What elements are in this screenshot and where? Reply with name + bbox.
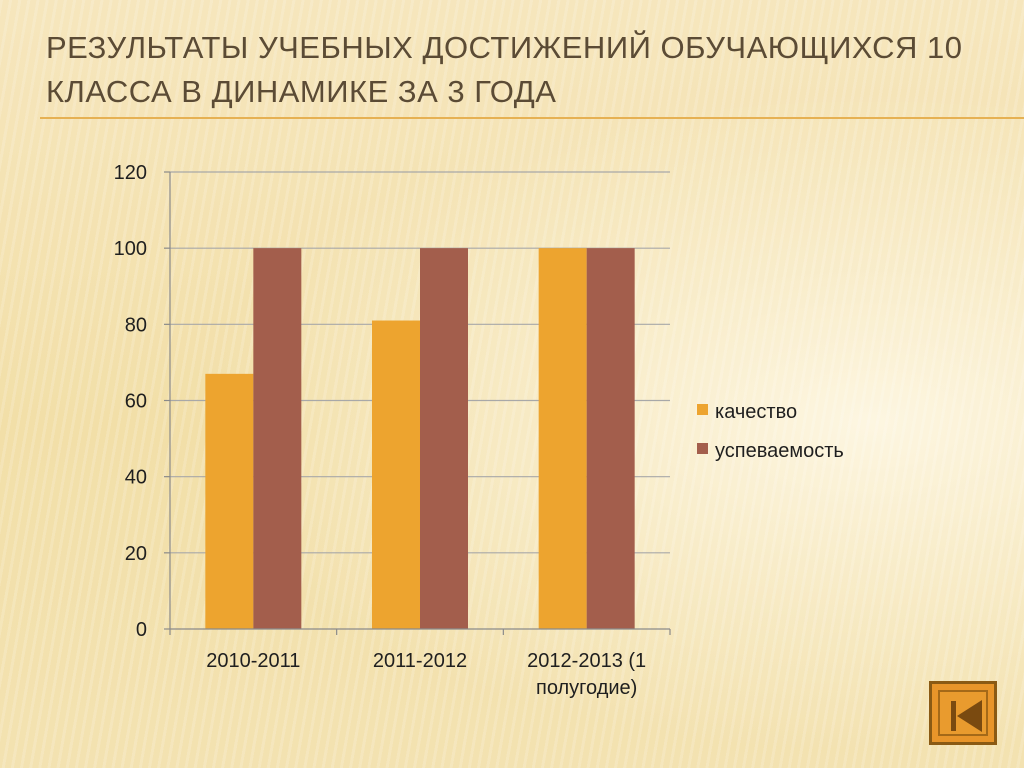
y-tick-label: 20 xyxy=(125,543,147,565)
slide-title: Результаты учебных достижений обучающихс… xyxy=(46,26,986,114)
slide-title-line-1: Результаты учебных достижений обучающихс… xyxy=(46,30,963,65)
y-tick-label: 60 xyxy=(125,391,147,413)
x-category-label: 2010-2011 xyxy=(206,650,300,672)
legend-swatch xyxy=(697,404,708,415)
legend-label: успеваемость xyxy=(715,440,844,462)
x-axis-category-labels: 2010-2011 2011-2012 2012-2013 (1 полугодие) xyxy=(206,650,646,699)
bar-1-2 xyxy=(586,248,635,629)
chart-legend: качество успеваемость xyxy=(697,401,844,462)
y-tick-label: 0 xyxy=(136,619,147,641)
y-tick-label: 80 xyxy=(125,314,147,336)
bar-0-1 xyxy=(372,320,420,629)
chart-bars xyxy=(205,248,635,629)
title-underline xyxy=(40,117,1024,119)
y-tick-label: 40 xyxy=(125,467,147,489)
chart-axes xyxy=(164,171,671,635)
x-category-label: 2011-2012 xyxy=(373,650,467,672)
slide-title-line-2: класса в динамике за 3 года xyxy=(46,74,557,109)
legend-label: качество xyxy=(715,401,797,423)
bar-1-0 xyxy=(253,248,302,629)
skip-back-icon xyxy=(951,700,982,732)
back-nav-button[interactable] xyxy=(929,681,997,745)
y-tick-label: 120 xyxy=(114,162,147,184)
x-category-label: полугодие) xyxy=(536,677,637,699)
y-axis-tick-labels: 0 20 40 60 80 100 120 xyxy=(114,162,147,641)
y-tick-label: 100 xyxy=(114,238,147,260)
legend-swatch xyxy=(697,443,708,454)
bar-1-1 xyxy=(420,248,468,629)
x-category-label: 2012-2013 (1 xyxy=(527,650,646,672)
bar-0-2 xyxy=(538,248,587,629)
bar-0-0 xyxy=(205,373,254,629)
